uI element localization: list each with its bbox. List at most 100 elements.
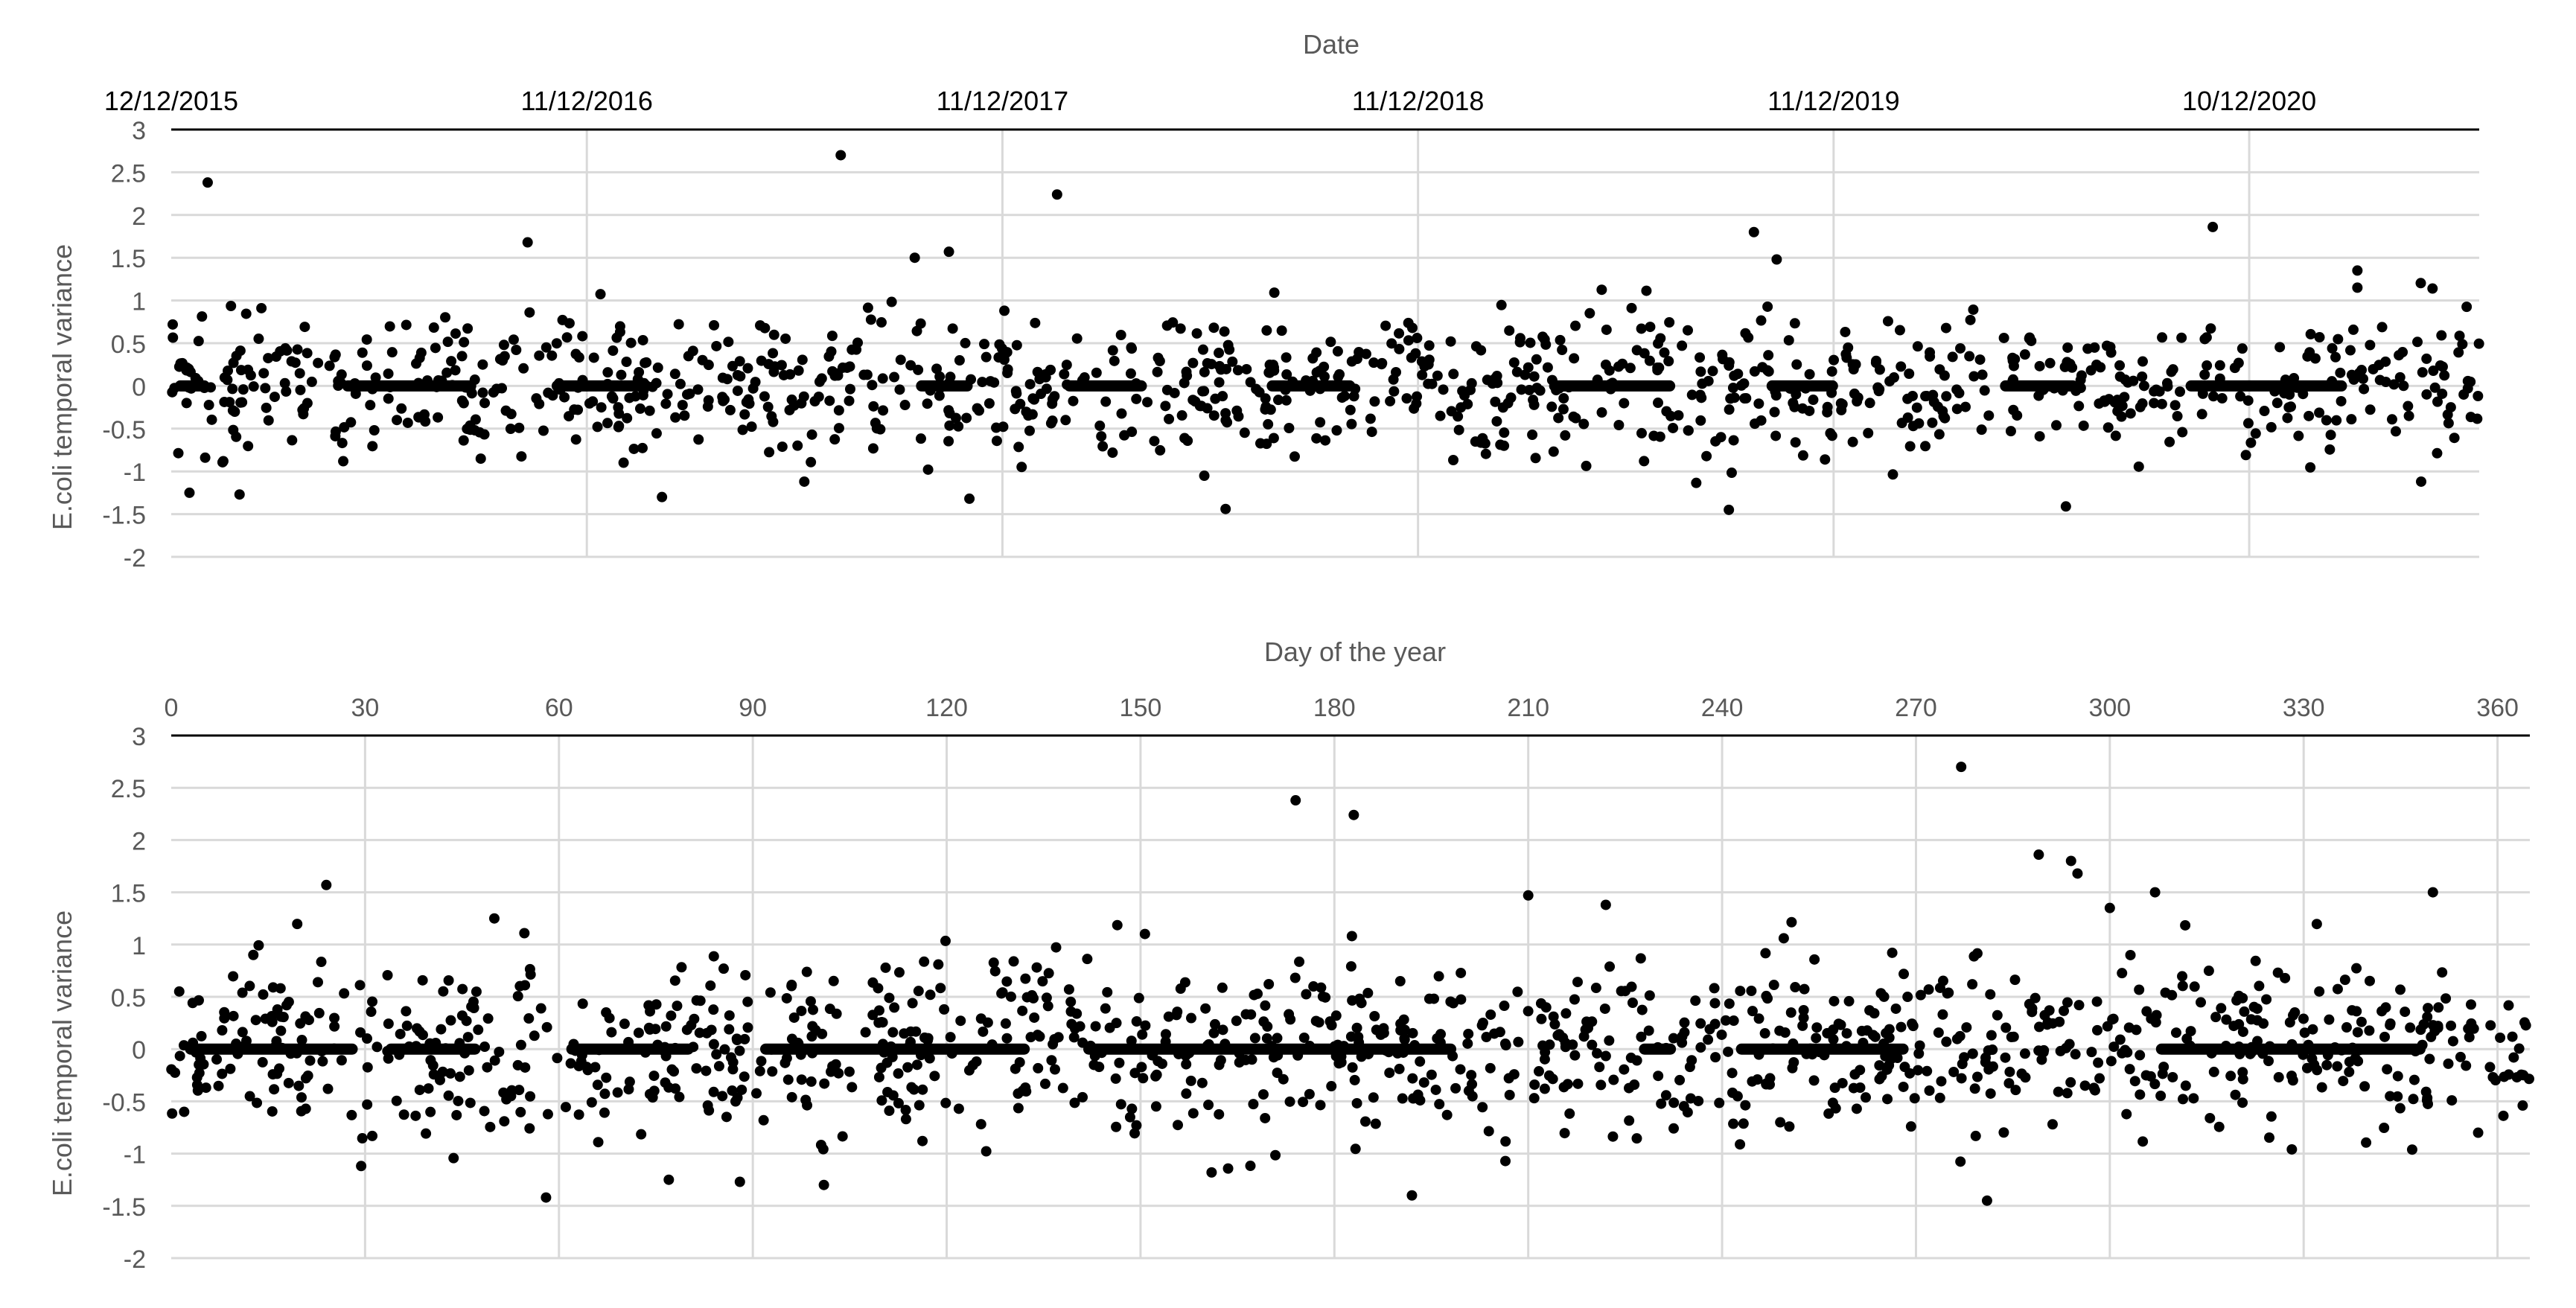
data-point [652,362,663,373]
data-point [709,319,720,331]
data-point [676,962,687,973]
data-point [2207,391,2219,402]
data-point [1125,368,1136,379]
data-point [719,394,730,405]
data-point [1663,356,1674,367]
data-point [1743,332,1754,343]
data-point [1027,409,1038,420]
data-point [1941,1036,1952,1047]
data-point [867,380,878,391]
data-point [501,1094,512,1105]
data-point [1292,1050,1304,1061]
data-point [1530,453,1541,464]
data-point [369,424,380,436]
data-point [1330,1010,1342,1021]
data-point [657,491,668,503]
data-point [1119,430,1130,441]
data-point [2004,1066,2015,1077]
data-point [1500,1155,1511,1167]
data-point [355,1027,366,1038]
data-point [2007,374,2018,385]
data-point [2196,997,2207,1008]
data-point [2437,967,2448,978]
data-point [614,326,625,337]
data-point [1199,366,1210,377]
data-point [295,1018,306,1029]
data-point [1673,410,1684,421]
data-point [924,1053,935,1064]
data-point [1179,433,1190,444]
data-point [1268,362,1279,373]
data-point [1270,1149,1281,1161]
data-point [488,913,500,924]
data-point [593,1137,604,1148]
data-point [868,401,879,412]
data-point [1539,1083,1550,1094]
data-point [269,392,280,403]
data-point [1500,1136,1511,1147]
data-point [634,403,645,414]
data-point [2117,1047,2128,1059]
data-point [602,367,613,378]
data-point [462,424,473,435]
data-point [2316,1082,2327,1093]
data-point [947,323,958,334]
data-point [2507,1031,2518,1042]
data-point [199,382,210,393]
data-point [2321,1059,2333,1071]
data-point [2104,902,2115,913]
data-point [1186,1012,1197,1024]
data-point [561,332,573,343]
data-point [2114,1034,2126,1045]
data-point [419,409,430,420]
data-point [2213,380,2224,391]
data-point [534,398,545,409]
data-point [401,1006,412,1017]
data-point [285,1048,296,1059]
data-point [693,434,704,445]
data-point [1974,354,1986,366]
data-point [1173,1120,1184,1131]
data-point [1961,1022,1972,1033]
data-point [1636,323,1647,334]
data-point [2034,1021,2045,1033]
data-point [1499,440,1510,451]
data-point [506,1085,517,1096]
data-point [2513,1043,2525,1054]
data-point [193,336,204,347]
data-point [740,969,751,980]
data-point [1714,1097,1725,1108]
data-point [660,1050,672,1062]
data-point [2114,360,2126,371]
data-point [889,1002,900,1013]
data-point [894,384,905,395]
data-point [434,1074,445,1085]
data-point [2008,404,2019,415]
data-point [1208,322,1220,334]
data-point [396,403,407,414]
data-point [1409,1040,1421,1051]
data-point [281,386,292,397]
data-point [807,1047,818,1059]
data-point [1057,1082,1068,1094]
data-point [798,391,809,402]
data-point [601,1072,612,1083]
data-point [2332,983,2343,995]
data-point [817,1143,829,1155]
data-point [324,360,335,371]
y-tick-label: 3 [132,117,146,145]
data-point [1276,325,1287,336]
data-point [974,405,985,416]
data-point [329,351,340,363]
data-point [1028,992,1039,1004]
data-point [1735,986,1746,997]
data-point [1968,371,1980,382]
data-point [1376,359,1387,370]
data-point [1346,418,1357,430]
data-point [213,1080,224,1091]
data-point [1804,405,1815,416]
data-point [2242,395,2254,406]
data-point [1024,379,1036,390]
data-point [203,400,214,411]
data-point [1046,1055,1057,1066]
